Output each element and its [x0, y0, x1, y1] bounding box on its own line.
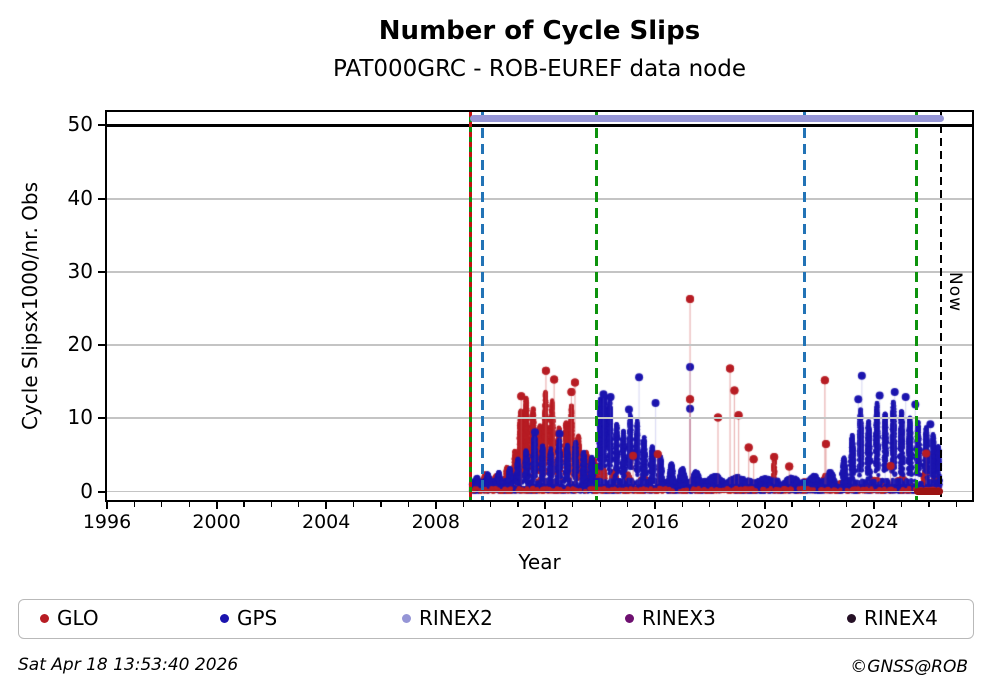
gridline-y30	[107, 270, 972, 273]
x-tick-label: 2012	[521, 511, 570, 533]
x-minor-tick	[846, 502, 848, 507]
x-minor-tick	[188, 502, 190, 507]
x-tick-label: 2008	[411, 511, 460, 533]
x-minor-tick	[161, 502, 163, 507]
x-tick-label: 1996	[82, 511, 132, 533]
x-major-tick	[106, 502, 108, 509]
y-major-tick	[98, 417, 105, 420]
event-line-1	[481, 112, 485, 500]
y-axis-label: Cycle Slipsx1000/nr. Obs	[18, 181, 42, 431]
legend-marker-rinex4	[846, 614, 856, 623]
gridline-y20	[107, 344, 972, 346]
x-minor-tick	[900, 502, 903, 507]
legend: GLO GPS RINEX2 RINEX3 RINEX4	[18, 599, 974, 639]
x-minor-tick	[133, 502, 136, 507]
y-tick-label: 20	[67, 332, 93, 357]
x-major-tick	[325, 502, 328, 509]
legend-marker-glo	[39, 614, 49, 623]
legend-marker-rinex2	[401, 614, 411, 623]
x-major-tick	[873, 502, 876, 509]
x-major-tick	[434, 502, 437, 509]
chart-subtitle: PAT000GRC - ROB-EUREF data node	[332, 56, 747, 82]
y-major-tick	[98, 344, 105, 347]
x-minor-tick	[599, 502, 601, 507]
x-tick-label: 2004	[302, 511, 351, 533]
x-tick-label: 2024	[849, 511, 899, 533]
event-line-0-overlay	[468, 112, 472, 500]
timestamp: Sat Apr 18 13:53:40 2026	[18, 655, 239, 675]
legend-label-rinex3: RINEX3	[642, 606, 716, 630]
y-major-tick	[98, 490, 105, 493]
x-minor-tick	[818, 502, 821, 507]
x-minor-tick	[298, 502, 300, 507]
legend-label-rinex2: RINEX2	[419, 606, 493, 630]
legend-label-glo: GLO	[57, 606, 99, 630]
x-axis-label: Year	[518, 550, 561, 574]
x-minor-tick	[791, 502, 793, 507]
x-minor-tick	[736, 502, 738, 507]
y-tick-label: 0	[80, 478, 93, 503]
x-minor-tick	[709, 502, 711, 507]
x-minor-tick	[928, 502, 930, 507]
y-tick-label: 10	[67, 405, 93, 430]
y-major-tick	[98, 124, 105, 127]
x-minor-tick	[681, 502, 684, 507]
plot-area: Now	[105, 110, 974, 502]
x-minor-tick	[243, 502, 245, 507]
y-tick-label: 30	[67, 258, 93, 283]
legend-marker-gps	[219, 614, 229, 623]
plot-inner: Now	[107, 112, 972, 500]
x-major-tick	[653, 502, 656, 509]
legend-marker-rinex3	[624, 614, 634, 623]
x-tick-label: 2000	[192, 511, 241, 533]
x-minor-tick	[572, 502, 574, 507]
scatter-canvas	[107, 112, 972, 500]
y-tick-label: 50	[67, 112, 93, 137]
x-major-tick	[763, 502, 766, 509]
x-tick-label: 2016	[630, 511, 680, 533]
x-minor-tick	[270, 502, 273, 507]
x-major-tick	[544, 502, 547, 509]
rinex2-availability-bar	[470, 115, 945, 123]
gridline-y0	[107, 490, 972, 493]
y-major-tick	[98, 197, 105, 200]
y-major-tick	[98, 270, 105, 273]
legend-label-rinex4: RINEX4	[864, 606, 938, 630]
x-minor-tick	[407, 502, 410, 507]
x-minor-tick	[462, 502, 464, 507]
x-major-tick	[215, 502, 218, 509]
copyright: ©GNSS@ROB	[850, 657, 968, 677]
event-line-5	[939, 112, 943, 500]
now-label: Now	[945, 272, 966, 313]
x-minor-tick	[352, 502, 355, 507]
gridline-y10	[107, 417, 972, 420]
x-minor-tick	[626, 502, 629, 507]
x-minor-tick	[517, 502, 519, 507]
x-minor-tick	[955, 502, 958, 507]
x-minor-tick	[380, 502, 382, 507]
reference-line-50	[107, 124, 972, 127]
legend-label-gps: GPS	[237, 606, 278, 630]
event-line-4	[914, 112, 918, 500]
event-line-2	[595, 112, 599, 500]
x-minor-tick	[489, 502, 492, 507]
y-tick-label: 40	[67, 185, 93, 210]
gridline-y40	[107, 197, 972, 200]
chart-title: Number of Cycle Slips	[378, 16, 701, 46]
glo-outage-bar	[914, 488, 944, 495]
event-line-3	[803, 112, 807, 500]
x-tick-label: 2020	[740, 511, 789, 533]
